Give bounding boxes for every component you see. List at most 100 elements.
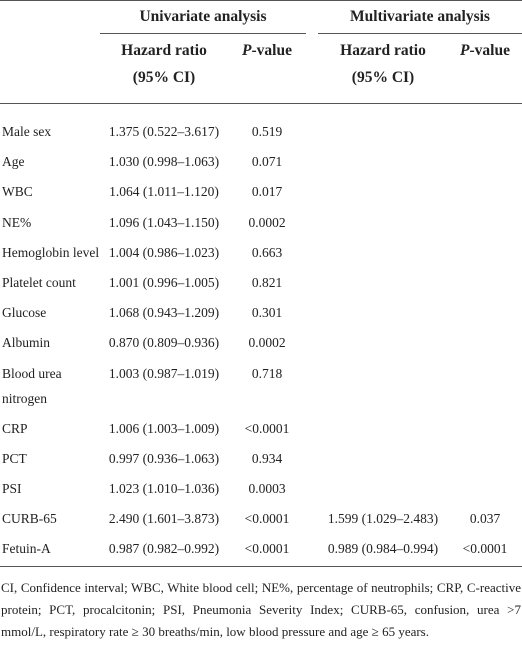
spacer [306, 473, 318, 503]
cell: 0.821 [251, 274, 283, 290]
column-header: P-value [448, 34, 522, 104]
cell [448, 358, 522, 413]
cell: 1.064 (1.011–1.120) [109, 184, 219, 200]
table-row: WBC 1.064 (1.011–1.120) 0.017 [0, 177, 522, 207]
cell [318, 443, 448, 473]
cell: 0.870 (0.809–0.936) [108, 335, 220, 351]
cell: 1.375 (0.522–3.617) [108, 124, 220, 139]
row-label: Fetuin-A [2, 541, 51, 557]
cell: 0.301 [251, 305, 283, 321]
cell [318, 147, 448, 177]
cell: 0.934 [251, 450, 283, 466]
table-body: Male sex 1.375 (0.522–3.617) 0.519 Age 1.030… [0, 104, 522, 567]
column-header: Hazard ratio (95% CI) [318, 34, 448, 104]
cell [448, 177, 522, 207]
spacer [306, 328, 318, 358]
header-main: P-value [460, 42, 510, 59]
cell [318, 267, 448, 297]
cell [318, 207, 448, 237]
table-row: Age 1.030 (0.998–1.063) 0.071 [0, 147, 522, 177]
cell [448, 443, 522, 473]
cell: 1.023 (1.010–1.036) [108, 481, 220, 497]
cell [318, 413, 448, 443]
cell: 0.989 (0.984–0.994) [327, 541, 439, 557]
cell [448, 104, 522, 147]
spacer [306, 413, 318, 443]
cell [448, 207, 522, 237]
spacer [306, 443, 318, 473]
cell [448, 298, 522, 328]
row-label: CURB-65 [2, 511, 57, 527]
row-label: Male sex [2, 124, 52, 139]
cell: 1.096 (1.043–1.150) [108, 214, 220, 230]
cell [448, 267, 522, 297]
cell: 0.0002 [248, 214, 286, 230]
row-label: Platelet count [2, 274, 76, 290]
header-main: P-value [242, 42, 292, 59]
cell: 1.006 (1.003–1.009) [108, 420, 220, 436]
cell [318, 177, 448, 207]
spacer [306, 237, 318, 267]
spacer [306, 177, 318, 207]
spacer [306, 104, 318, 147]
header-main: Hazard ratio [121, 42, 207, 59]
table-row: Fetuin-A 0.987 (0.982–0.992) <0.0001 0.989 … [0, 534, 522, 567]
spacer [306, 267, 318, 297]
row-label: PSI [2, 481, 22, 497]
row-label: Hemoglobin level [2, 244, 100, 260]
cell [318, 237, 448, 267]
row-label: Glucose [2, 305, 47, 321]
header-main: Hazard ratio [340, 42, 426, 59]
cell [318, 358, 448, 413]
table-row: Male sex 1.375 (0.522–3.617) 0.519 [0, 104, 522, 147]
cell [448, 328, 522, 358]
table-row: Blood urea nitrogen 1.003 (0.987–1.019) 0.… [0, 358, 522, 413]
row-label: PCT [2, 450, 27, 466]
cell: <0.0001 [244, 511, 290, 527]
cell [318, 328, 448, 358]
cell: 0.0003 [248, 481, 286, 497]
cell: 0.017 [251, 184, 283, 200]
column-header-row: Hazard ratio (95% CI) P-value Hazard rati… [0, 34, 522, 104]
spacer [306, 298, 318, 328]
spacer [306, 534, 318, 567]
cell: 2.490 (1.601–3.873) [108, 511, 220, 527]
row-label: Blood urea nitrogen [2, 365, 62, 406]
row-label: WBC [2, 184, 33, 200]
row-label: CRP [2, 420, 28, 436]
cell: 1.003 (0.987–1.019) [108, 365, 220, 381]
table-row: CURB-65 2.490 (1.601–3.873) <0.0001 1.599 (… [0, 504, 522, 534]
group-header-row: Univariate analysis Multivariate analysi… [0, 0, 522, 34]
cell [448, 413, 522, 443]
cell: 0.071 [251, 154, 283, 170]
spacer [306, 147, 318, 177]
row-label: Age [2, 154, 25, 170]
spacer [306, 207, 318, 237]
spacer [306, 504, 318, 534]
row-label: Albumin [2, 335, 51, 351]
table-row: PCT 0.997 (0.936–1.063) 0.934 [0, 443, 522, 473]
table-row: Glucose 1.068 (0.943–1.209) 0.301 [0, 298, 522, 328]
group-header: Multivariate analysis [318, 0, 522, 34]
table-row: Hemoglobin level 1.004 (0.986–1.023) 0.663 [0, 237, 522, 267]
column-header: P-value [228, 34, 306, 104]
results-table: Univariate analysis Multivariate analysi… [0, 0, 522, 567]
header-sub: (95% CI) [132, 69, 196, 86]
row-label: NE% [2, 214, 32, 230]
cell: 0.0002 [248, 335, 286, 351]
table-row: PSI 1.023 (1.010–1.036) 0.0003 [0, 473, 522, 503]
cell: 0.987 (0.982–0.992) [108, 541, 220, 557]
cell: 0.718 [251, 365, 283, 381]
cell: <0.0001 [244, 420, 290, 436]
cell [448, 237, 522, 267]
group-header: Univariate analysis [100, 0, 306, 34]
cell [318, 473, 448, 503]
cell: <0.0001 [244, 541, 290, 557]
header-sub: (95% CI) [351, 69, 415, 86]
footnote: CI, Confidence interval; WBC, White bloo… [1, 580, 521, 640]
table-row: CRP 1.006 (1.003–1.009) <0.0001 [0, 413, 522, 443]
cell: 0.997 (0.936–1.063) [108, 450, 220, 466]
cell: 1.068 (0.943–1.209) [108, 305, 220, 321]
table-row: Albumin 0.870 (0.809–0.936) 0.0002 [0, 328, 522, 358]
